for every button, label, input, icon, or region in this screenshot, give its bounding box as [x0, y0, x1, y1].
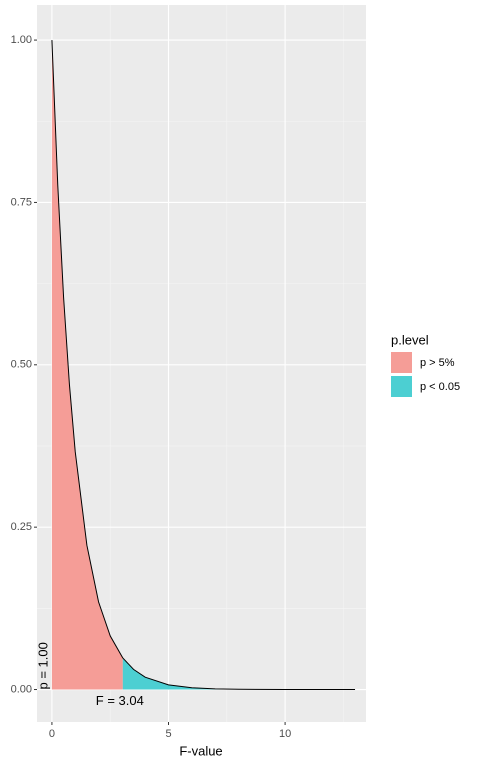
x-tick-label: 10 [279, 728, 291, 740]
x-axis-title: F-value [179, 743, 222, 758]
y-tick-label: 0.25 [11, 521, 32, 533]
curve [122, 657, 356, 691]
area [51, 40, 123, 690]
annotation: p = 1.00 [35, 642, 50, 689]
annotation: F = 3.04 [96, 693, 144, 708]
x-tick-label: 0 [49, 728, 55, 740]
y-tick-label: 0.75 [11, 196, 32, 208]
legend-label: p < 0.05 [420, 381, 460, 393]
legend-title: p.level [391, 332, 429, 347]
y-tick-label: 1.00 [11, 34, 32, 46]
y-tick-label: 0.50 [11, 359, 32, 371]
curve [51, 40, 124, 659]
area [122, 657, 356, 690]
y-tick-label: 0.00 [11, 683, 32, 695]
legend-label: p > 5% [420, 357, 455, 369]
x-tick-label: 5 [165, 728, 171, 740]
legend-key [391, 352, 412, 373]
legend-key [391, 376, 412, 397]
